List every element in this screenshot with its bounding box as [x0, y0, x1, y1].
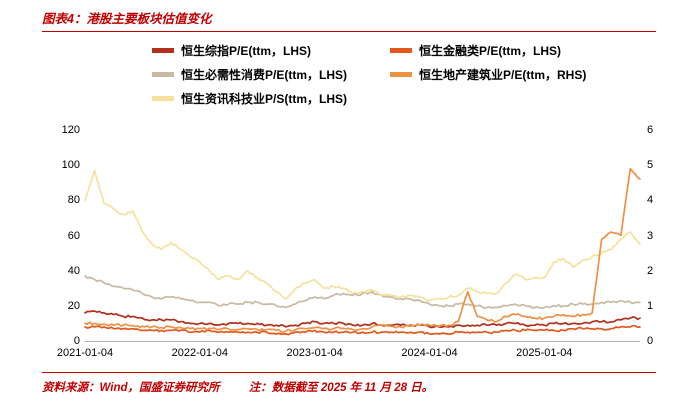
y-left-tick: 80	[67, 194, 80, 207]
footer-divider	[42, 372, 656, 373]
y-right-tick: 3	[647, 229, 654, 242]
y-right-tick: 0	[647, 335, 654, 347]
series-line-2	[84, 275, 641, 309]
x-axis-tick: 2025-01-04	[516, 347, 573, 359]
legend-label: 恒生综指P/E(ttm，LHS)	[181, 44, 311, 58]
legend-label: 恒生地产建筑业P/E(ttm，RHS)	[419, 68, 587, 82]
legend-item-consumer-staples-pe: 恒生必需性消费P/E(ttm，LHS)	[152, 66, 390, 83]
legend-swatch-consumer-staples-pe	[152, 72, 174, 77]
legend-label: 恒生资讯科技业P/S(ttm，LHS)	[181, 92, 347, 106]
title-divider	[42, 31, 656, 32]
y-right-tick: 4	[647, 194, 654, 207]
chart-lines	[84, 167, 641, 336]
series-line-3	[84, 167, 641, 333]
x-axis-tick: 2023-01-04	[286, 347, 343, 359]
y-right-tick: 1	[647, 299, 654, 312]
y-right-tick: 2	[647, 264, 654, 277]
chart-legend: 恒生综指P/E(ttm，LHS) 恒生金融类P/E(ttm，LHS) 恒生必需性…	[152, 42, 586, 107]
y-right-tick: 5	[647, 159, 654, 172]
source-text: 资料来源：Wind，国盛证券研究所	[42, 382, 220, 394]
legend-item-hsi-pe: 恒生综指P/E(ttm，LHS)	[152, 42, 390, 59]
legend-label: 恒生金融类P/E(ttm，LHS)	[419, 44, 561, 58]
y-left-tick: 0	[73, 335, 80, 347]
plot-area	[84, 130, 641, 342]
series-line-4	[84, 169, 641, 302]
source-note: 资料来源：Wind，国盛证券研究所 注：数据截至 2025 年 11 月 28 …	[42, 379, 433, 395]
legend-item-infotech-ps: 恒生资讯科技业P/S(ttm，LHS)	[152, 90, 390, 107]
series-line-1	[84, 324, 641, 336]
left-axis-labels: 0 20 40 60 80 100 120	[46, 124, 80, 347]
legend-label: 恒生必需性消费P/E(ttm，LHS)	[181, 68, 347, 82]
y-left-tick: 20	[67, 299, 80, 312]
x-axis-labels: 2021-01-04 2022-01-04 2023-01-04 2024-01-04…	[57, 347, 640, 363]
y-left-tick: 60	[67, 229, 80, 242]
y-left-tick: 120	[61, 124, 80, 136]
legend-swatch-hsi-pe	[152, 48, 174, 53]
y-left-tick: 40	[67, 264, 80, 277]
y-right-tick: 6	[647, 124, 654, 136]
x-axis-tick: 2022-01-04	[171, 347, 228, 359]
legend-swatch-properties-pe	[390, 72, 412, 77]
legend-item-properties-pe: 恒生地产建筑业P/E(ttm，RHS)	[390, 66, 586, 83]
y-left-tick: 100	[61, 159, 80, 172]
legend-swatch-financials-pe	[390, 48, 412, 53]
legend-item-financials-pe: 恒生金融类P/E(ttm，LHS)	[390, 42, 586, 59]
x-axis-tick: 2024-01-04	[401, 347, 458, 359]
x-axis-tick: 2021-01-04	[56, 347, 114, 359]
chart-title: 图表4：港股主要板块估值变化	[42, 12, 212, 26]
series-line-0	[84, 310, 641, 329]
legend-swatch-infotech-ps	[152, 96, 174, 101]
note-text: 注：数据截至 2025 年 11 月 28 日。	[248, 382, 434, 394]
right-axis-labels: 0 1 2 3 4 5 6	[647, 124, 673, 347]
